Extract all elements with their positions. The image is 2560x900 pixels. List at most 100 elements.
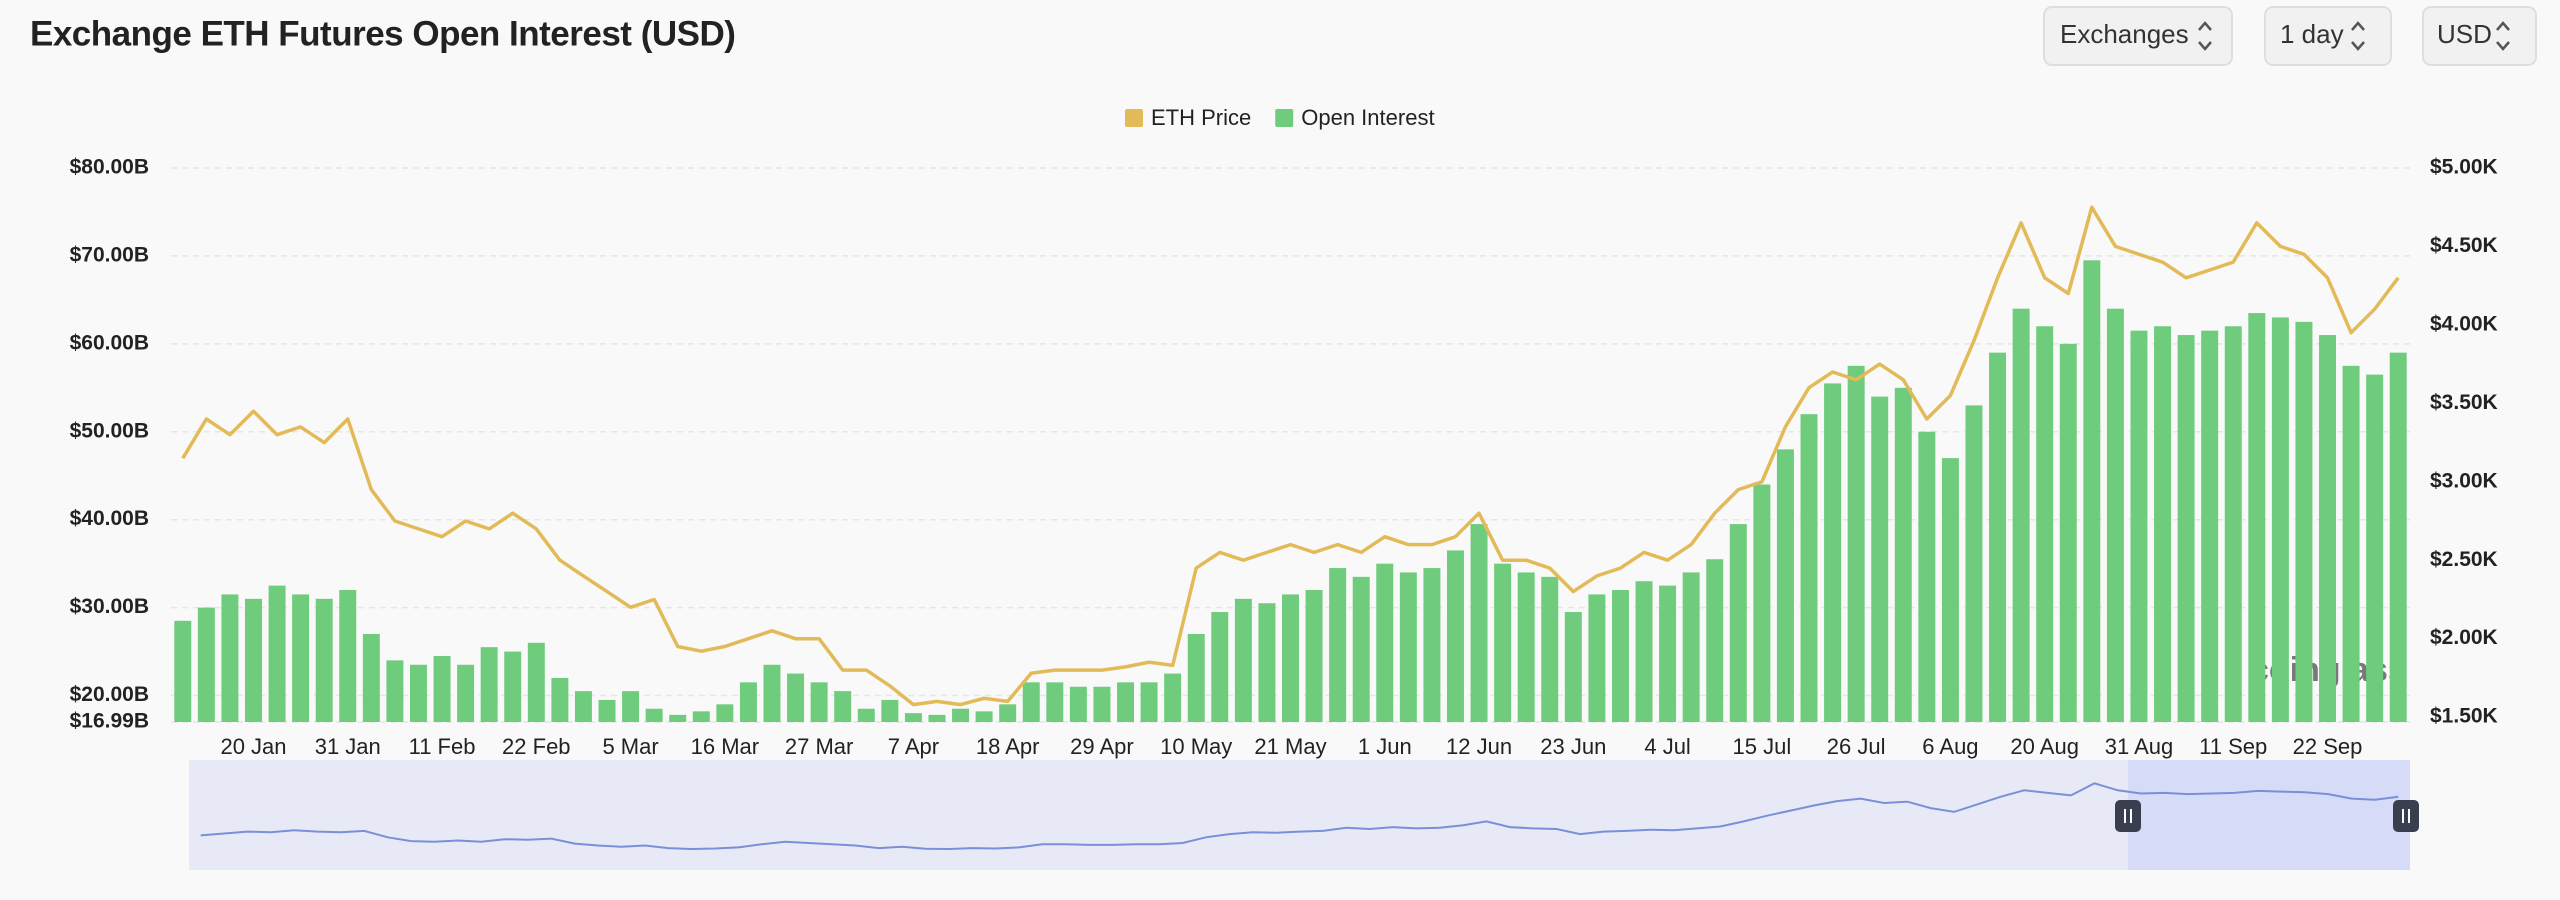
chevron-icon (2351, 21, 2365, 51)
bar (1611, 590, 1629, 722)
bar (2366, 374, 2384, 722)
bar (1258, 603, 1276, 722)
handle-grip (2124, 809, 2132, 823)
bar (975, 711, 993, 722)
dropdown-box[interactable] (2264, 6, 2392, 66)
x-tick-label: 12 Jun (1446, 734, 1512, 759)
bar (292, 594, 310, 722)
chevron-icon (2198, 21, 2212, 51)
bar (2106, 308, 2124, 722)
bar (2130, 330, 2148, 722)
handle-grip (2402, 809, 2410, 823)
dropdown-box[interactable] (2422, 6, 2537, 66)
bar (1211, 612, 1229, 722)
bar (2201, 330, 2219, 722)
dropdown-label[interactable]: USD (2437, 19, 2492, 49)
bar (834, 691, 852, 722)
y-tick-label: $70.00B (70, 243, 149, 266)
bar (1753, 484, 1771, 722)
bar (1234, 598, 1252, 722)
x-tick-label: 11 Sep (2199, 734, 2267, 759)
dropdown-label[interactable]: 1 day (2280, 19, 2344, 49)
bar (622, 691, 640, 722)
bar (1894, 387, 1912, 722)
dropdown-box[interactable] (2043, 6, 2233, 66)
x-tick-label: 22 Sep (2293, 734, 2363, 759)
bar (1022, 682, 1040, 722)
bar (1376, 563, 1394, 722)
bar (1824, 383, 1842, 722)
y-tick-label: $30.00B (70, 595, 149, 618)
bar (1494, 563, 1512, 722)
legend-label: Open Interest (1301, 105, 1434, 130)
x-tick-label: 18 Apr (976, 734, 1040, 759)
navigator-handle[interactable] (2115, 800, 2141, 832)
x-tick-label: 5 Mar (602, 734, 658, 759)
chevron-icon (2496, 21, 2510, 51)
legend-label: ETH Price (1151, 105, 1251, 130)
y-tick-label: $60.00B (70, 331, 149, 354)
interval-dropdown[interactable]: 1 day (2264, 6, 2392, 66)
bar (1352, 576, 1370, 722)
bar (1847, 365, 1865, 722)
x-tick-label: 31 Jan (315, 734, 381, 759)
bar (999, 704, 1017, 722)
bar (2342, 365, 2360, 722)
legend-swatch (1125, 109, 1143, 127)
bar (1729, 524, 1747, 722)
bar (1187, 633, 1205, 722)
bar (716, 704, 734, 722)
navigator-selection[interactable] (2128, 760, 2410, 870)
bar (645, 708, 663, 722)
bar (2059, 343, 2077, 722)
bar (457, 664, 475, 722)
bar (1117, 682, 1135, 722)
bar (197, 607, 215, 722)
y2-tick-label: $2.50K (2430, 548, 2498, 571)
bar (268, 585, 286, 722)
bar (1918, 431, 1936, 722)
x-tick-label: 1 Jun (1358, 734, 1412, 759)
bar (928, 714, 946, 722)
bar (787, 673, 805, 722)
bar (2154, 326, 2172, 722)
legend-swatch (1275, 109, 1294, 127)
y2-tick-label: $4.50K (2430, 234, 2498, 257)
dropdown-label[interactable]: Exchanges (2060, 19, 2189, 49)
bar (1164, 673, 1182, 722)
x-tick-label: 10 May (1160, 734, 1232, 759)
y2-tick-label: $1.50K (2430, 705, 2498, 728)
exchanges-dropdown[interactable]: Exchanges (2043, 6, 2233, 66)
y2-tick-label: $2.00K (2430, 626, 2498, 649)
bar (669, 714, 687, 722)
bar (1517, 572, 1535, 722)
bar (409, 664, 427, 722)
bar (551, 677, 569, 722)
y-tick-label: $16.99B (70, 710, 149, 733)
bar (504, 651, 522, 722)
bar (1871, 396, 1889, 722)
x-tick-label: 21 May (1254, 734, 1326, 759)
y2-tick-label: $3.50K (2430, 391, 2498, 414)
bar (2224, 326, 2242, 722)
currency-dropdown[interactable]: USD (2422, 6, 2537, 66)
bar (527, 642, 545, 722)
bar (857, 708, 875, 722)
bar (692, 711, 710, 722)
bar (480, 647, 498, 722)
navigator-handle[interactable] (2393, 800, 2419, 832)
bar (1541, 576, 1559, 722)
bar (2295, 321, 2313, 722)
bar (1659, 585, 1677, 722)
bar (1140, 682, 1158, 722)
bar (315, 598, 333, 722)
bar (174, 620, 192, 722)
x-tick-label: 22 Feb (502, 734, 571, 759)
bar (1329, 568, 1347, 722)
y2-tick-label: $4.00K (2430, 312, 2498, 335)
bar (1776, 449, 1794, 722)
bar (1564, 612, 1582, 722)
bar (952, 708, 970, 722)
bar (1682, 572, 1700, 722)
